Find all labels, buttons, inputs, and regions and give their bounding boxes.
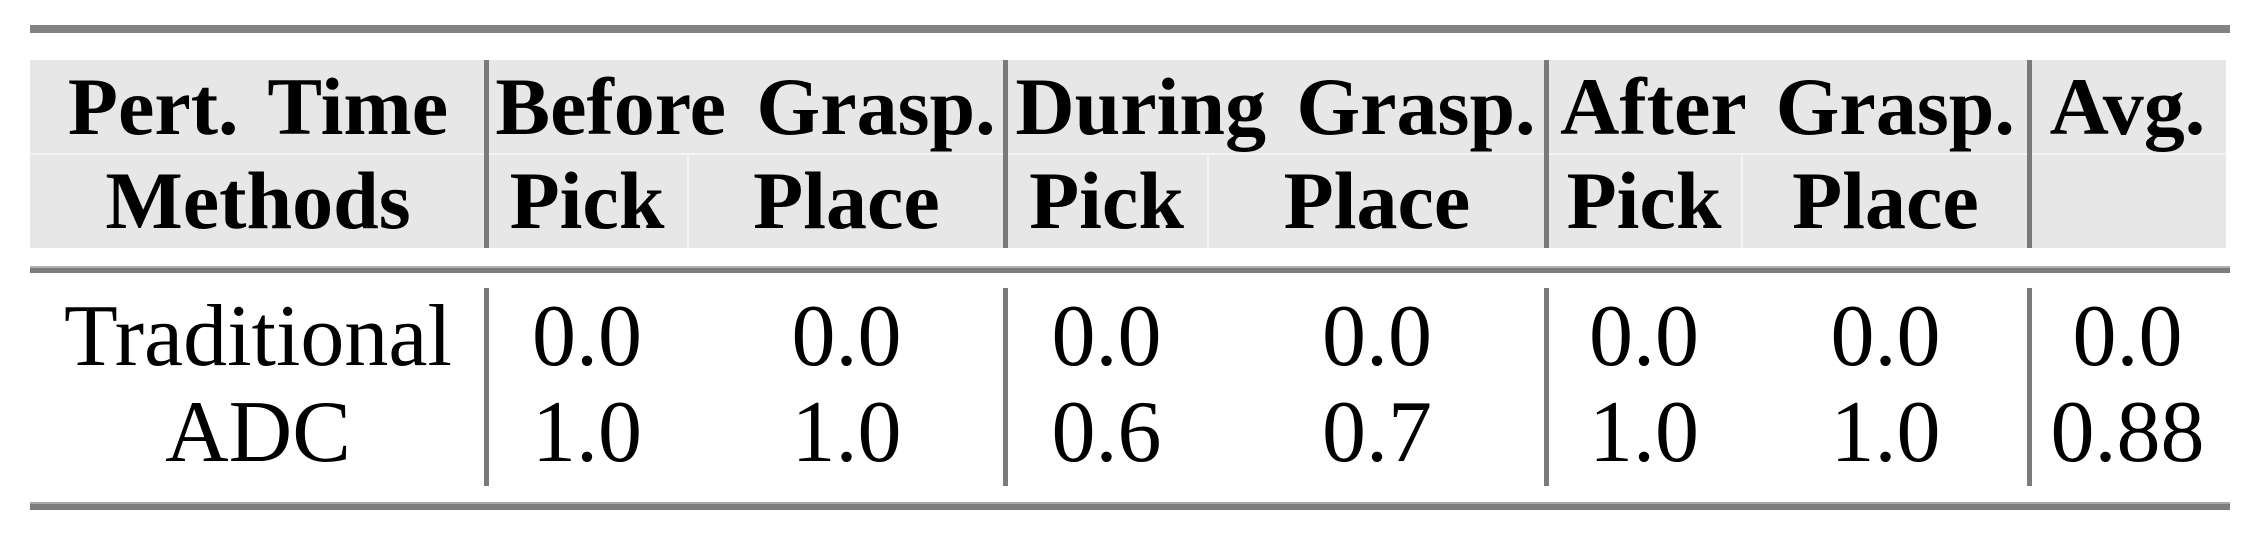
- value-cell: 0.0: [532, 288, 642, 385]
- header-section-before: Before Grasp.: [495, 61, 996, 152]
- header-row-divider: [30, 153, 2226, 155]
- value-cell: 0.0: [1051, 288, 1162, 385]
- value-cell: 1.0: [1830, 384, 1941, 481]
- column-separator: [1003, 288, 1008, 486]
- header-during-place: Place: [1283, 155, 1471, 246]
- header-corner-line1: Pert. Time: [67, 61, 449, 152]
- table-body: Traditional 0.0 0.0 0.0 0.0 0.0 0.0 0.0 …: [30, 289, 2226, 481]
- header-after-pick: Pick: [1566, 155, 1722, 246]
- value-cell: 0.0: [1322, 288, 1432, 385]
- header-section-after: After Grasp.: [1560, 61, 2015, 152]
- subcolumn-divider: [1207, 155, 1209, 248]
- column-separator: [2027, 60, 2032, 248]
- method-cell: Traditional: [64, 288, 452, 385]
- bottom-rule: [30, 502, 2230, 510]
- table-header: Pert. Time Before Grasp. During Grasp. A…: [30, 60, 2226, 248]
- avg-cell: 0.0: [2072, 288, 2183, 385]
- value-cell: 0.0: [1830, 288, 1941, 385]
- column-separator: [484, 60, 489, 248]
- value-cell: 0.7: [1322, 384, 1432, 481]
- column-separator: [1003, 60, 1008, 248]
- subcolumn-divider: [687, 155, 689, 248]
- header-before-place: Place: [753, 155, 940, 246]
- header-avg: Avg.: [2049, 61, 2206, 152]
- subcolumn-divider: [1741, 155, 1743, 248]
- method-cell: ADC: [165, 384, 351, 481]
- avg-cell: 0.88: [2050, 384, 2205, 481]
- column-separator: [2027, 288, 2032, 486]
- value-cell: 1.0: [1589, 384, 1699, 481]
- header-section-during: During Grasp.: [1015, 61, 1536, 152]
- header-body-rule: [30, 266, 2230, 273]
- value-cell: 0.6: [1051, 384, 1162, 481]
- column-separator: [1544, 288, 1549, 486]
- value-cell: 0.0: [791, 288, 902, 385]
- value-cell: 1.0: [791, 384, 902, 481]
- column-separator: [1544, 60, 1549, 248]
- column-separator: [484, 288, 489, 486]
- header-avg-empty: [2029, 154, 2226, 248]
- value-cell: 0.0: [1589, 288, 1699, 385]
- header-before-pick: Pick: [509, 155, 665, 246]
- top-rule: [30, 25, 2230, 33]
- value-cell: 1.0: [532, 384, 642, 481]
- header-corner-line2: Methods: [105, 155, 411, 246]
- header-during-pick: Pick: [1029, 155, 1184, 246]
- header-after-place: Place: [1792, 155, 1979, 246]
